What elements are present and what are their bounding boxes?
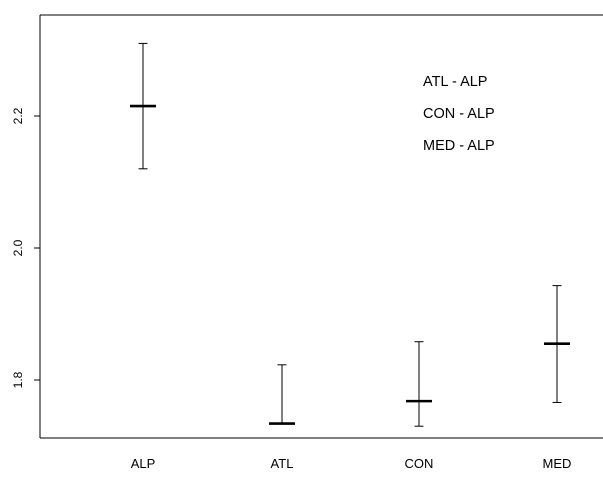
error-bars (130, 42, 570, 427)
annotation-3: MED - ALP (423, 138, 495, 154)
annotation-2: CON - ALP (423, 106, 495, 122)
y-tick-label-1: 2.0 (11, 239, 25, 256)
x-tick-label-atl: ATL (271, 456, 294, 471)
axes: 1.8 2.0 2.2 ALP ATL CON MED (11, 14, 603, 471)
annotation-1: ATL - ALP (423, 74, 487, 90)
x-tick-label-med: MED (543, 456, 572, 471)
y-tick-label-0: 1.8 (11, 371, 25, 388)
x-tick-label-alp: ALP (131, 456, 156, 471)
y-tick-label-2: 2.2 (11, 107, 25, 124)
annotations: ATL - ALP CON - ALP MED - ALP (423, 74, 495, 154)
x-tick-label-con: CON (405, 456, 434, 471)
